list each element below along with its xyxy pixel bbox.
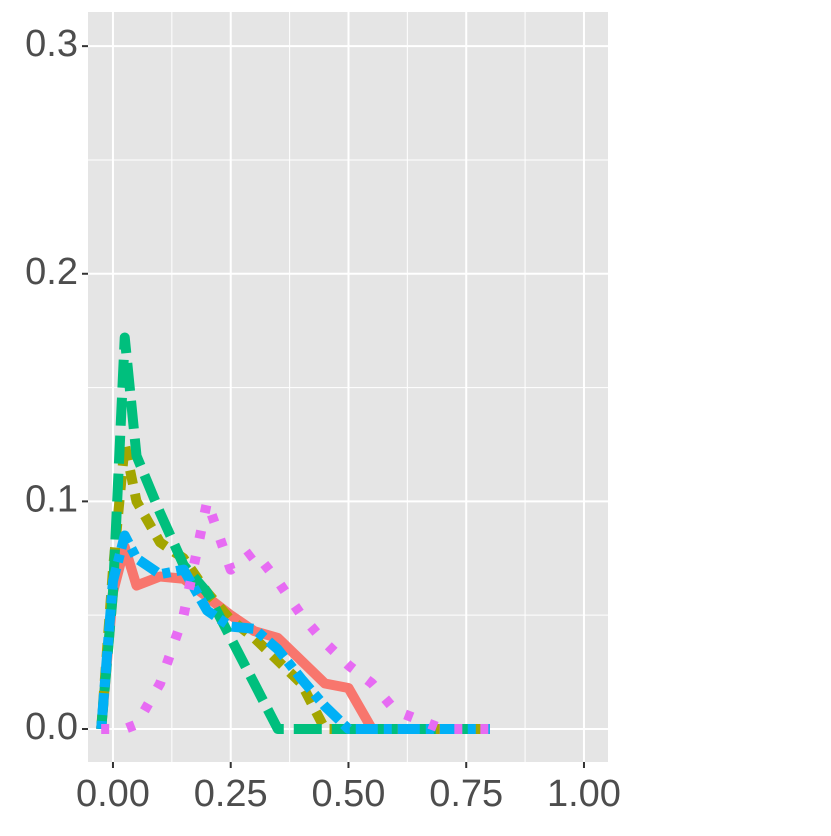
x-tick-label: 0.00: [76, 773, 150, 815]
y-tick-label: 0.0: [25, 706, 78, 748]
x-tick-label: 0.50: [311, 773, 385, 815]
series-line: [96, 332, 490, 734]
x-tick-label: 1.00: [547, 773, 621, 815]
y-tick-label: 0.2: [25, 251, 78, 293]
y-tick-label: 0.1: [25, 478, 78, 520]
x-tick-label: 0.25: [194, 773, 268, 815]
series-line: [101, 496, 490, 734]
y-tick-label: 0.3: [25, 23, 78, 65]
series-line: [96, 530, 490, 734]
x-tick-label: 0.75: [429, 773, 503, 815]
